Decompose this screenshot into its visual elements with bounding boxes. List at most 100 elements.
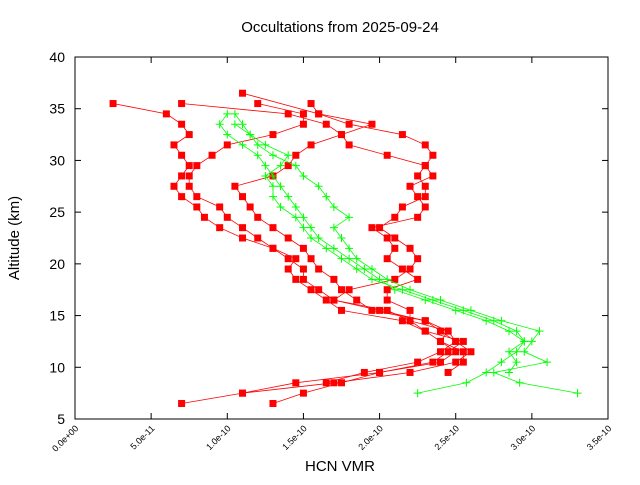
occultation-green-point	[299, 213, 308, 222]
occultation-red-point	[406, 317, 414, 325]
occultation-red-point	[200, 213, 208, 221]
occultation-red-point	[338, 131, 345, 139]
occultation-green-point	[520, 347, 529, 356]
occultation-green-point	[307, 223, 316, 232]
plot-frame	[74, 56, 609, 420]
occultation-red-point	[178, 151, 186, 159]
occultation-red-point	[239, 234, 247, 242]
occultation-green-point	[337, 234, 346, 242]
occultation-green-line	[219, 113, 525, 394]
occultation-red-point	[391, 244, 399, 252]
occultation-red-point	[170, 141, 178, 149]
occultation-green-point	[512, 327, 521, 336]
occultation-green-point	[459, 306, 468, 315]
occultation-red-point	[421, 162, 429, 170]
occultation-red-point	[284, 162, 292, 170]
occultation-green-point	[314, 182, 323, 191]
occultation-red-point	[421, 182, 429, 190]
chart-title: Occultations from 2025-09-24	[241, 19, 439, 36]
x-axis-label: HCN VMR	[305, 458, 375, 475]
occultation-red-point	[452, 337, 460, 345]
occultation-red-point	[239, 224, 247, 232]
occultation-red-point	[383, 286, 391, 294]
occultation-red-point	[421, 141, 429, 149]
occultation-green-point	[337, 254, 346, 263]
occultation-green-point	[215, 120, 224, 129]
occultation-red-point	[223, 213, 231, 221]
occultation-red-point	[299, 265, 307, 273]
occultation-green-point	[238, 120, 247, 129]
occultation-red-point	[185, 172, 193, 180]
occultation-red-point	[109, 100, 117, 108]
occultation-green-point	[505, 327, 514, 336]
occultation-red-point	[193, 193, 201, 201]
occultation-red-point	[414, 358, 422, 366]
occultation-red-point	[307, 286, 315, 294]
occultation-red-point	[239, 389, 247, 397]
occultation-green-point	[230, 120, 239, 129]
occultation-red-point	[246, 203, 254, 211]
occultation-red-point	[414, 172, 422, 180]
occultation-green-point	[428, 296, 437, 305]
occultation-green-point	[543, 358, 552, 367]
occultation-red-point	[421, 193, 429, 201]
occultation-red-point	[292, 379, 300, 387]
occultation-red-point	[208, 151, 216, 159]
occultation-red-point	[398, 317, 406, 325]
occultation-red-point	[254, 100, 262, 108]
occultation-green-point	[223, 109, 232, 118]
occultation-red-point	[269, 399, 277, 407]
occultation-green-point	[535, 327, 544, 336]
occultation-red-point	[178, 120, 186, 128]
occultation-green-point	[482, 368, 491, 377]
occultation-red-point	[299, 244, 307, 252]
y-tick-label: 20	[49, 256, 65, 272]
occultation-green-point	[329, 244, 338, 253]
occultation-red-point	[345, 286, 353, 294]
occultation-red-point	[315, 110, 323, 118]
occultation-red-point	[376, 368, 384, 376]
occultation-red-point	[383, 296, 391, 304]
occultation-red-point	[330, 296, 338, 304]
occultation-red-point	[239, 89, 247, 97]
occultation-red-point	[330, 275, 338, 283]
occultation-green-point	[329, 223, 338, 232]
occultation-red-point	[185, 182, 193, 190]
occultation-green-point	[253, 151, 262, 160]
occultation-red-point	[368, 224, 376, 232]
occultation-red-point	[414, 255, 422, 263]
occultation-red-point	[452, 358, 460, 366]
occultation-red-point	[414, 193, 422, 201]
occultation-green-point	[520, 337, 529, 346]
occultation-green-point	[398, 285, 407, 294]
occultation-green-point	[497, 316, 506, 325]
occultation-red-point	[383, 255, 391, 263]
occultation-green-point	[230, 109, 239, 118]
occultation-red-point	[299, 389, 307, 397]
y-tick-label: 30	[49, 152, 65, 168]
occultation-green-point	[360, 265, 369, 274]
occultation-red-point	[383, 234, 391, 242]
occultation-red-point	[307, 141, 315, 149]
occultation-green-line	[234, 123, 525, 373]
occultation-green-point	[515, 378, 524, 387]
occultation-green-point	[268, 192, 277, 201]
occultation-green-point	[299, 171, 308, 180]
occultation-green-point	[527, 337, 536, 346]
y-axis-label: Altitude (km)	[6, 196, 23, 280]
occultation-red-point	[315, 286, 323, 294]
occultation-green-point	[345, 213, 354, 222]
occultation-green-point	[268, 171, 277, 180]
occultation-red-point	[436, 348, 444, 356]
occultation-red-point	[414, 275, 422, 283]
occultation-red-point	[406, 306, 414, 314]
occultation-red-point	[345, 141, 353, 149]
occultation-green-point	[291, 161, 300, 170]
occultation-red-line	[113, 103, 457, 394]
occultation-green-point	[276, 202, 285, 211]
occultation-green-point	[322, 192, 331, 201]
occultation-red-point	[383, 306, 391, 314]
occultation-red-point	[292, 255, 300, 263]
occultation-green-point	[329, 202, 338, 211]
axes: 0.0e+00 5.0e-11 1.0e-10 1.5e-10 2.0e-10 2.5e-…	[49, 49, 613, 454]
